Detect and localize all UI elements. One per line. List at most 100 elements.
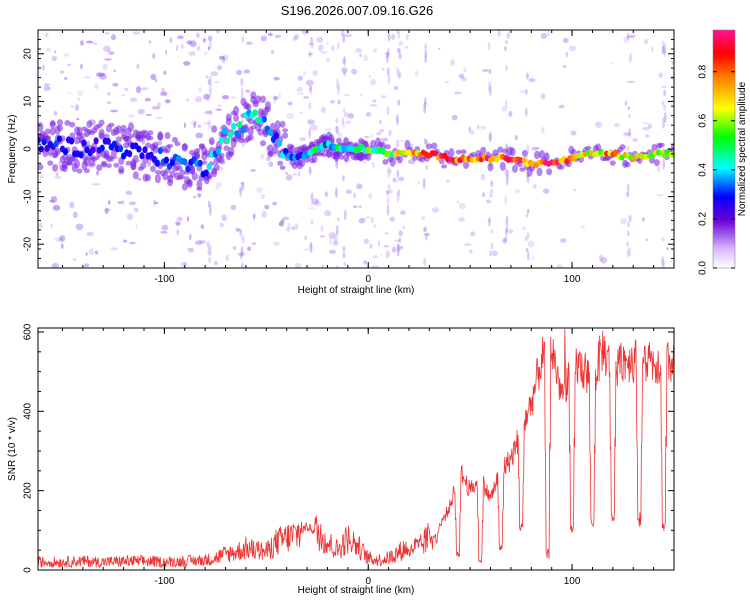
spectrogram-ridge-halo [130, 160, 137, 171]
spectrogram-streak [626, 191, 630, 198]
spectrogram-noise-blob [392, 177, 396, 183]
spectrogram-noise-blob [76, 118, 80, 121]
spectrogram-noise-blob [421, 215, 426, 221]
spectrogram-streak [396, 243, 400, 253]
spectrogram-streak [335, 118, 338, 124]
spectrogram-noise-blob [132, 31, 141, 35]
spectrogram-noise-blob [445, 179, 450, 183]
spectrogram-streak [424, 226, 427, 233]
spectrogram-ridge-halo [426, 143, 433, 150]
spectrogram-streak [627, 106, 631, 111]
spectrogram-ridge-cell [432, 150, 439, 157]
spectrogram-streak [396, 30, 400, 34]
spectrogram-ridge-cell [69, 137, 75, 145]
spectrogram-noise-blob [64, 77, 68, 80]
spectrogram-streak [207, 246, 211, 256]
spectrogram-noise-blob [71, 105, 74, 108]
spectrogram-noise-blob [188, 233, 192, 241]
spectrogram-noise-blob [165, 49, 168, 55]
spectrogram-noise-blob [133, 207, 139, 212]
spectrogram-noise-blob [514, 188, 520, 194]
spectrogram-noise-blob [522, 226, 526, 231]
spectrogram-y-tick-label: 10 [23, 95, 34, 107]
spectrogram-noise-blob [92, 42, 98, 45]
spectrogram-streak [424, 50, 428, 58]
spectrogram-noise-blob [272, 201, 278, 206]
spectrogram-noise-blob [344, 33, 353, 38]
spectrogram-noise-blob [59, 235, 66, 242]
spectrogram-ridge-cell [240, 126, 246, 134]
spectrogram-noise-blob [194, 240, 202, 245]
spectrogram-streak [342, 121, 345, 128]
spectrogram-streak [506, 169, 509, 179]
spectrogram-noise-blob [362, 54, 369, 62]
spectrogram-noise-blob [480, 173, 486, 181]
spectrogram-streak [661, 40, 665, 51]
spectrogram-noise-blob [470, 231, 476, 237]
spectrogram-ridge-halo [247, 118, 254, 125]
colorbar-tick-label: 0.6 [698, 113, 709, 127]
spectrogram-ridge-cell [283, 148, 289, 155]
spectrogram-ridge-halo [47, 160, 54, 166]
spectrogram-noise-blob [303, 248, 311, 251]
spectrogram-noise-blob [398, 176, 405, 182]
spectrogram-noise-blob [450, 59, 455, 66]
spectrogram-noise-blob [458, 202, 466, 210]
spectrogram-ridge-cell [163, 156, 169, 164]
spectrogram-noise-blob [96, 170, 99, 176]
spectrogram-ridge-halo [619, 144, 626, 150]
spectrogram-noise-blob [273, 76, 280, 81]
spectrogram-ridge-halo [105, 163, 112, 169]
spectrogram-ridge-halo [509, 147, 516, 157]
spectrogram-noise-blob [364, 216, 371, 219]
spectrogram-noise-blob [198, 239, 207, 245]
spectrogram-noise-blob [480, 125, 487, 130]
spectrogram-streak [386, 51, 389, 58]
spectrogram-noise-blob [232, 246, 237, 250]
spectrogram-y-tick-label: -10 [23, 189, 34, 204]
spectrogram-noise-blob [177, 35, 184, 40]
colorbar-ticks: 0.0 0.2 0.4 0.6 0.8 [698, 64, 735, 275]
spectrogram-noise-blob [287, 222, 292, 229]
spectrogram-noise-blob [107, 92, 111, 96]
spectrogram-streak [526, 232, 530, 240]
spectrogram-noise-blob [372, 99, 377, 103]
spectrogram-noise-blob [333, 240, 339, 246]
spectrogram-noise-blob [159, 91, 168, 97]
spectrogram-ridge-halo [145, 142, 152, 149]
spectrogram-noise-blob [80, 63, 83, 70]
spectrogram-noise-blob [278, 221, 284, 227]
spectrogram-noise-blob [356, 183, 363, 190]
spectrogram-noise-blob [365, 112, 372, 117]
snr-y-ticks: 0 200 400 600 [23, 323, 674, 573]
spectrogram-streak [506, 32, 510, 39]
spectrogram-noise-blob [137, 108, 145, 115]
spectrogram-streak [311, 200, 314, 206]
spectrogram-streak [398, 47, 402, 57]
spectrogram-noise-blob [245, 41, 253, 45]
spectrogram-ridge-halo [218, 156, 225, 164]
spectrogram-ridge-halo [480, 146, 487, 155]
spectrogram-noise-blob [370, 78, 376, 86]
spectrogram-noise-blob [123, 239, 127, 243]
spectrogram-noise-blob [76, 98, 81, 101]
spectrogram-noise-blob [104, 32, 110, 35]
spectrogram-noise-blob [44, 32, 49, 37]
spectrogram-ridge-halo [260, 140, 266, 147]
spectrogram-ridge-cell [154, 159, 160, 167]
spectrogram-noise-blob [308, 42, 315, 46]
spectrogram-ridge-halo [499, 161, 506, 171]
spectrogram-streak [505, 226, 509, 233]
spectrogram-ridge-halo [57, 119, 63, 126]
spectrogram-streak [490, 189, 493, 194]
spectrogram-ridge-cell [228, 131, 234, 139]
spectrogram-noise-blob [154, 78, 158, 83]
spectrogram-streak [525, 89, 528, 95]
spectrogram-streak [629, 53, 632, 63]
spectrogram-noise-blob [183, 61, 191, 66]
spectrogram-noise-blob [324, 128, 333, 132]
spectrogram-streak [627, 222, 630, 228]
spectrogram-streak [505, 215, 509, 227]
spectrogram-streak [336, 125, 340, 135]
spectrogram-ridge-halo [64, 120, 71, 126]
